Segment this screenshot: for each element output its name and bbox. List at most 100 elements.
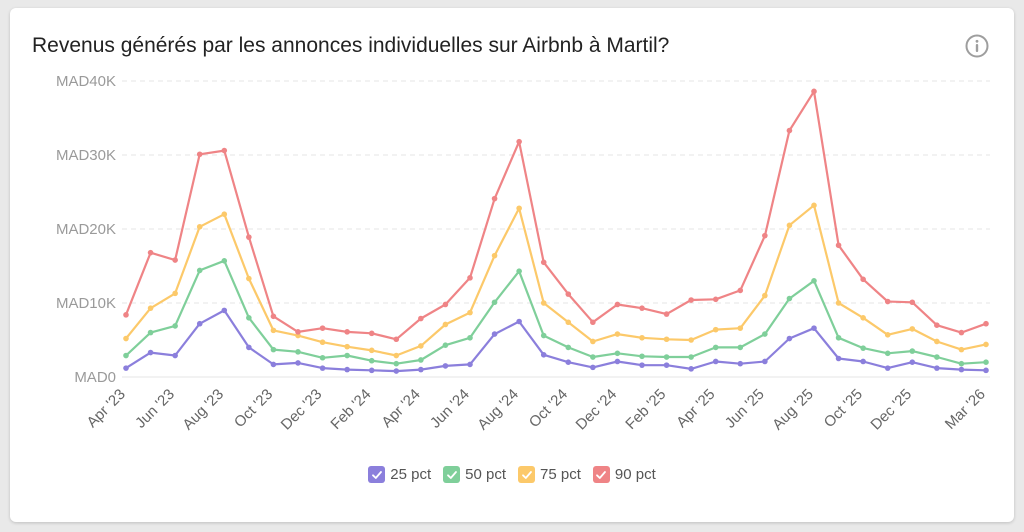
data-point-90-pct bbox=[958, 329, 965, 336]
x-tick-label: Dec '23 bbox=[278, 386, 326, 434]
data-point-90-pct bbox=[368, 330, 375, 337]
info-icon[interactable] bbox=[965, 34, 989, 58]
x-tick-label: Dec '25 bbox=[867, 386, 915, 434]
legend-label-25-pct: 25 pct bbox=[390, 466, 432, 483]
data-point-75-pct bbox=[737, 325, 744, 331]
data-point-50-pct bbox=[246, 315, 252, 321]
data-point-50-pct bbox=[958, 360, 965, 367]
data-point-90-pct bbox=[123, 312, 129, 318]
data-point-25-pct bbox=[123, 365, 129, 371]
data-point-75-pct bbox=[196, 223, 203, 230]
data-point-25-pct bbox=[442, 363, 449, 369]
data-point-25-pct bbox=[860, 358, 866, 365]
data-point-50-pct bbox=[737, 344, 744, 351]
x-tick-label: Feb '24 bbox=[327, 386, 374, 433]
legend-label-90-pct: 90 pct bbox=[614, 466, 656, 483]
y-tick-label: MAD30K bbox=[56, 147, 116, 164]
data-point-90-pct bbox=[909, 299, 916, 306]
data-point-50-pct bbox=[418, 357, 424, 363]
legend-item-75-pct[interactable]: 75 pct bbox=[518, 466, 581, 483]
x-tick-label: Apr '25 bbox=[673, 386, 718, 431]
data-point-90-pct bbox=[737, 287, 744, 294]
data-point-25-pct bbox=[196, 320, 203, 327]
data-point-25-pct bbox=[491, 331, 498, 337]
y-tick-label: MAD0 bbox=[74, 369, 116, 386]
data-point-25-pct bbox=[934, 365, 940, 371]
data-point-75-pct bbox=[811, 202, 817, 209]
data-point-90-pct bbox=[516, 138, 522, 145]
data-point-90-pct bbox=[860, 276, 866, 283]
data-point-90-pct bbox=[614, 301, 621, 308]
data-point-50-pct bbox=[983, 359, 989, 366]
data-point-25-pct bbox=[688, 366, 694, 372]
data-point-25-pct bbox=[344, 366, 350, 373]
data-point-75-pct bbox=[442, 321, 449, 328]
data-point-75-pct bbox=[270, 327, 277, 334]
data-point-75-pct bbox=[712, 326, 719, 333]
data-point-90-pct bbox=[884, 298, 891, 305]
data-point-90-pct bbox=[442, 301, 449, 308]
chart-title: Revenus générés par les annonces individ… bbox=[32, 34, 670, 57]
legend-item-25-pct[interactable]: 25 pct bbox=[368, 466, 431, 483]
data-point-75-pct bbox=[123, 335, 129, 342]
data-point-50-pct bbox=[639, 353, 645, 360]
x-tick-label: Apr '24 bbox=[378, 386, 423, 431]
data-point-25-pct bbox=[393, 368, 400, 374]
data-point-90-pct bbox=[590, 319, 596, 326]
data-point-25-pct bbox=[147, 349, 154, 356]
data-point-90-pct bbox=[762, 232, 768, 239]
data-point-25-pct bbox=[639, 362, 645, 368]
data-point-25-pct bbox=[835, 355, 842, 362]
data-point-90-pct bbox=[934, 322, 940, 329]
data-point-90-pct bbox=[811, 88, 817, 95]
data-point-50-pct bbox=[467, 334, 473, 341]
data-point-25-pct bbox=[811, 325, 817, 331]
data-point-90-pct bbox=[172, 257, 178, 263]
data-point-50-pct bbox=[344, 352, 350, 359]
data-point-90-pct bbox=[393, 336, 400, 343]
x-tick-label: Feb '25 bbox=[622, 386, 669, 433]
series-line-25-pct bbox=[125, 309, 987, 373]
data-point-75-pct bbox=[786, 222, 793, 229]
data-point-75-pct bbox=[491, 252, 498, 259]
data-point-75-pct bbox=[221, 211, 228, 217]
data-point-90-pct bbox=[295, 329, 301, 335]
x-tick-label: Aug '23 bbox=[179, 386, 227, 434]
data-point-75-pct bbox=[540, 300, 547, 306]
x-tick-label: Jun '24 bbox=[427, 386, 473, 432]
data-point-50-pct bbox=[442, 342, 449, 348]
x-tick-label: Aug '25 bbox=[769, 386, 817, 434]
data-point-90-pct bbox=[786, 127, 793, 134]
data-point-90-pct bbox=[491, 195, 498, 202]
data-point-25-pct bbox=[958, 366, 965, 373]
data-point-50-pct bbox=[368, 357, 375, 364]
series-line-50-pct bbox=[125, 259, 987, 365]
legend-item-50-pct[interactable]: 50 pct bbox=[443, 466, 506, 483]
data-point-75-pct bbox=[614, 331, 621, 337]
y-tick-label: MAD20K bbox=[56, 221, 116, 238]
legend-item-90-pct[interactable]: 90 pct bbox=[592, 466, 656, 483]
data-point-75-pct bbox=[590, 338, 596, 345]
data-point-75-pct bbox=[147, 305, 154, 311]
x-tick-label: Oct '25 bbox=[821, 386, 866, 431]
x-tick-label: Mar '26 bbox=[942, 386, 989, 433]
data-point-25-pct bbox=[884, 365, 891, 371]
data-point-25-pct bbox=[909, 359, 916, 366]
data-point-75-pct bbox=[565, 319, 572, 326]
data-point-50-pct bbox=[172, 323, 178, 329]
data-point-90-pct bbox=[639, 305, 645, 311]
data-point-75-pct bbox=[172, 290, 178, 297]
data-point-25-pct bbox=[983, 367, 989, 374]
series-line-75-pct bbox=[125, 204, 987, 357]
checkmark-icon bbox=[446, 470, 457, 479]
data-point-75-pct bbox=[762, 292, 768, 299]
data-point-50-pct bbox=[786, 295, 793, 302]
data-point-90-pct bbox=[196, 151, 203, 158]
data-point-50-pct bbox=[295, 349, 301, 355]
x-tick-label: Aug '24 bbox=[474, 386, 522, 434]
data-point-50-pct bbox=[811, 278, 817, 284]
data-point-75-pct bbox=[344, 343, 350, 350]
data-point-90-pct bbox=[418, 315, 424, 322]
data-point-50-pct bbox=[762, 331, 768, 337]
